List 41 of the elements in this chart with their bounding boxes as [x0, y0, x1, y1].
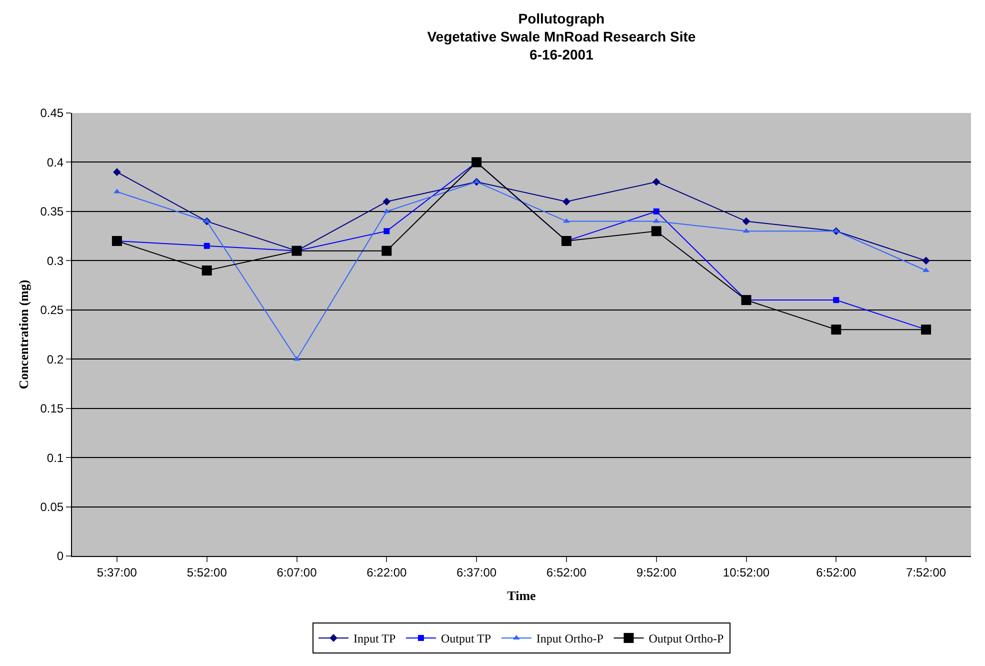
y-tick-label: 0.35 [40, 204, 64, 219]
legend-label: Output Ortho-P [648, 632, 724, 646]
point [742, 217, 750, 226]
point [652, 178, 660, 186]
y-tick-label: 0 [56, 549, 64, 564]
x-tick-label: 6:07:00 [276, 565, 318, 580]
x-tick-label: 5:37:00 [96, 565, 138, 580]
y-tick-label: 0.05 [40, 500, 64, 514]
x-tick-label: 6:52:00 [546, 565, 587, 580]
point [202, 266, 212, 276]
y-tick-label: 0.45 [40, 106, 64, 120]
point [562, 198, 570, 206]
point [384, 228, 390, 234]
point [651, 226, 662, 236]
point [113, 168, 121, 176]
y-tick-label: 0.1 [46, 450, 64, 465]
point [922, 256, 930, 265]
x-tick-label: 6:22:00 [366, 565, 407, 580]
point [204, 242, 210, 249]
y-tick-label: 0.25 [40, 303, 64, 318]
x-tick-label: 9:52:00 [636, 565, 677, 580]
y-tick-label: 0.3 [46, 254, 64, 268]
y-tick-label: 0.2 [46, 352, 64, 366]
legend-label: Input Ortho-P [536, 632, 604, 646]
point [831, 324, 842, 335]
point [653, 208, 660, 214]
y-axis-title: Concentration (mg) [16, 280, 32, 390]
chart-title: Pollutograph Vegetative Swale MnRoad Research Site 6-16-2001 [427, 10, 696, 63]
legend-label: Output TP [440, 632, 492, 646]
legend-label: Input TP [354, 632, 396, 646]
x-tick-label: 10:52:00 [722, 565, 770, 580]
x-tick-label: 6:52:00 [816, 565, 856, 580]
x-tick-label: 7:52:00 [906, 565, 946, 580]
point [382, 246, 392, 256]
x-tick-label: 6:37:00 [456, 565, 497, 580]
point [382, 198, 391, 206]
x-tick-label: 5:52:00 [186, 565, 228, 580]
y-tick-label: 0.15 [40, 402, 64, 416]
x-axis-title: Time [507, 588, 536, 603]
point [833, 297, 840, 304]
y-tick-label: 0.4 [46, 155, 64, 170]
